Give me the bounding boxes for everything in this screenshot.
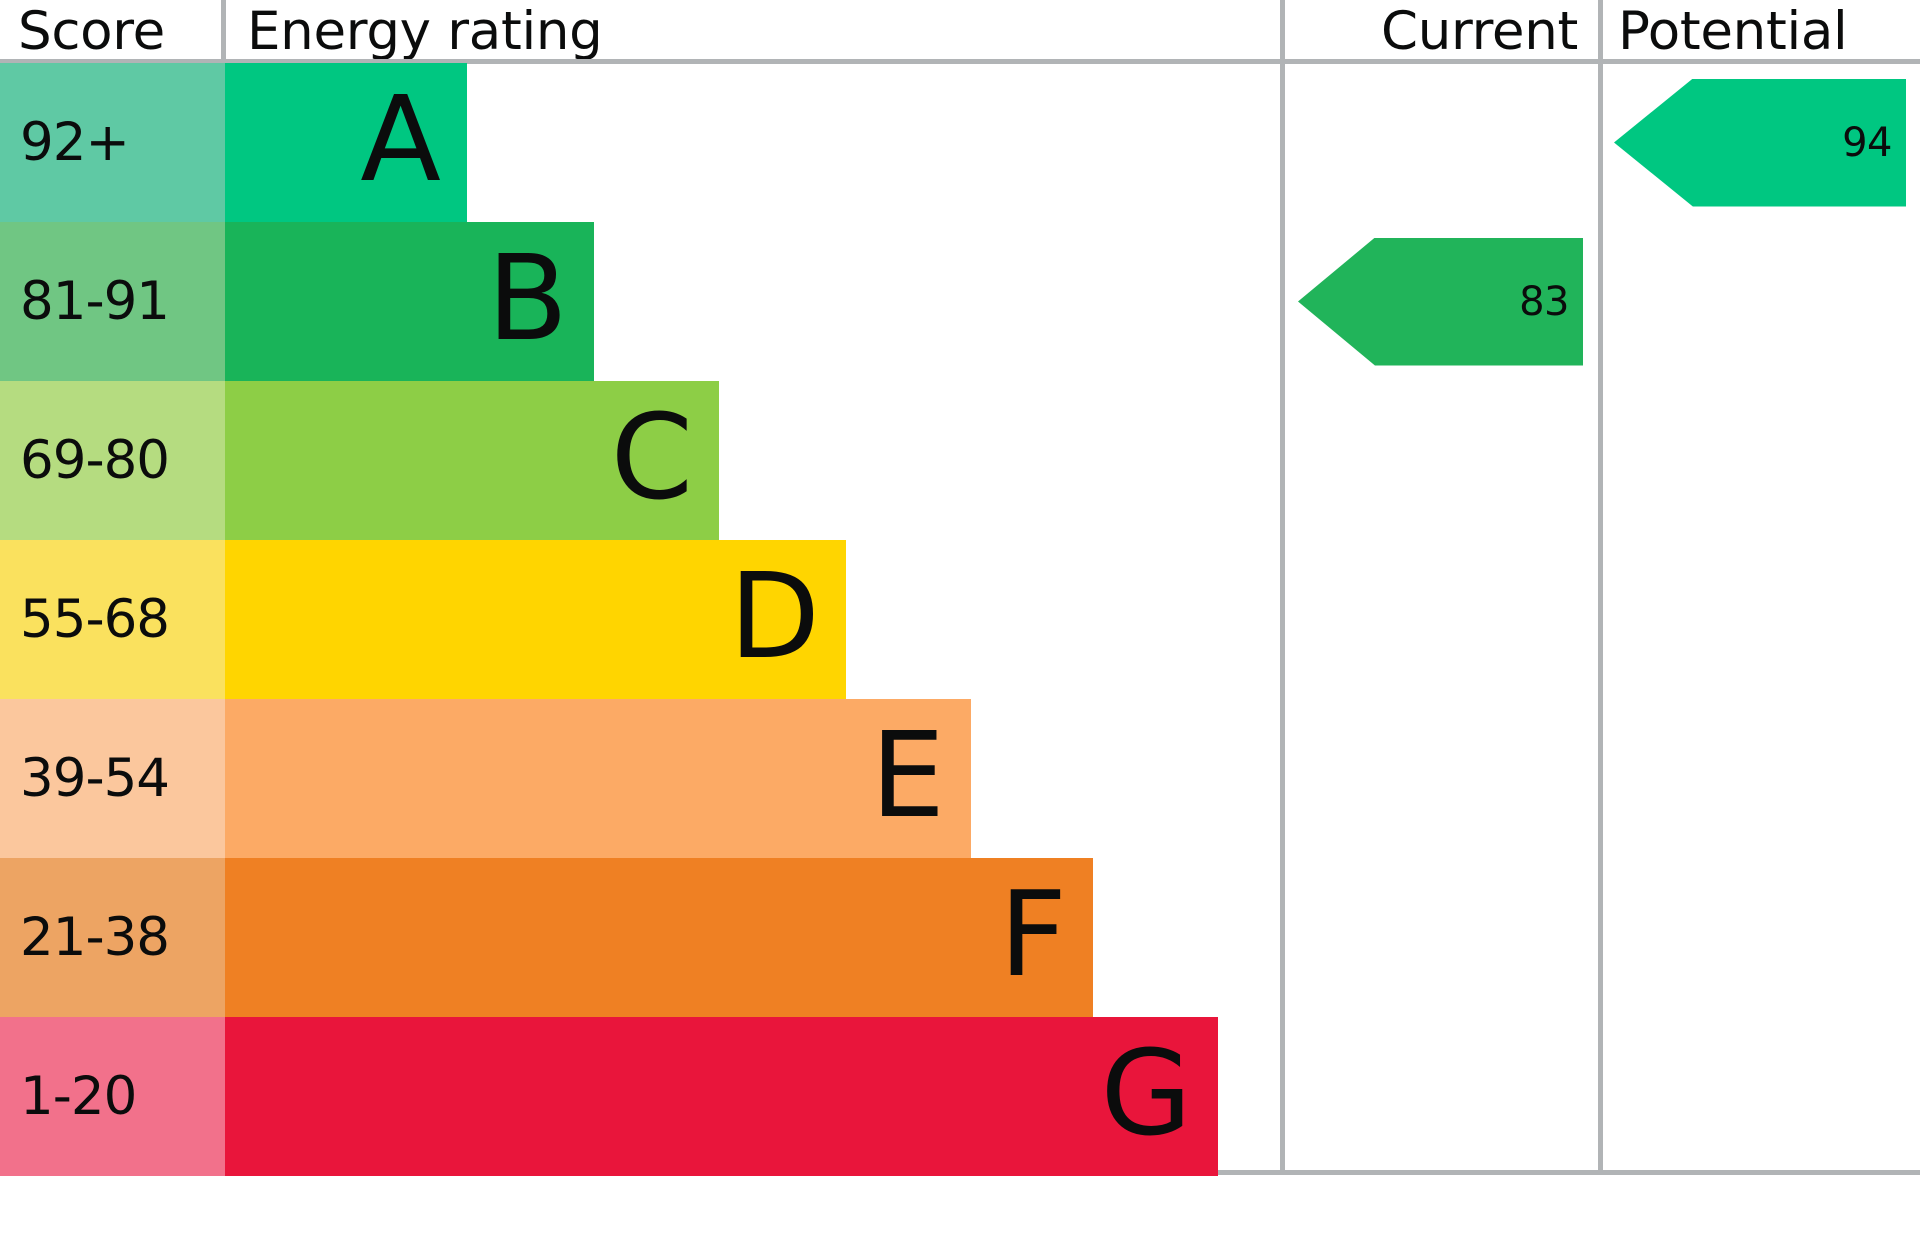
header-score: Score xyxy=(18,1,165,62)
score-range-f: 21-38 xyxy=(0,858,225,1017)
score-range-a: 92+ xyxy=(0,63,225,222)
band-row-g: 1-20 G xyxy=(0,1017,1920,1176)
band-row-c: 69-80 C xyxy=(0,381,1920,540)
score-range-d: 55-68 xyxy=(0,540,225,699)
band-bar-d: D xyxy=(225,540,846,699)
band-bar-f: F xyxy=(225,858,1093,1017)
band-row-b: 81-91 B xyxy=(0,222,1920,381)
band-letter-g: G xyxy=(1100,1023,1192,1162)
score-range-g: 1-20 xyxy=(0,1017,225,1176)
band-bar-e: E xyxy=(225,699,971,858)
header-current: Current xyxy=(1381,1,1578,62)
current-rating-arrow-value: 83 xyxy=(1519,278,1569,325)
score-range-c: 69-80 xyxy=(0,381,225,540)
band-row-d: 55-68 D xyxy=(0,540,1920,699)
divider-current-potential xyxy=(1598,0,1603,1175)
band-bar-g: G xyxy=(225,1017,1218,1176)
header-energy-rating: Energy rating xyxy=(247,1,603,62)
band-row-a: 92+ A xyxy=(0,63,1920,222)
band-letter-a: A xyxy=(360,69,441,208)
potential-rating-arrow-value: 94 xyxy=(1842,119,1892,166)
score-range-e: 39-54 xyxy=(0,699,225,858)
band-letter-d: D xyxy=(729,546,820,685)
band-letter-e: E xyxy=(870,705,945,844)
band-bar-c: C xyxy=(225,381,719,540)
score-range-b: 81-91 xyxy=(0,222,225,381)
band-row-f: 21-38 F xyxy=(0,858,1920,1017)
band-letter-b: B xyxy=(487,228,568,367)
band-bar-b: B xyxy=(225,222,594,381)
divider-score-rating xyxy=(221,0,226,63)
band-letter-c: C xyxy=(610,387,693,526)
band-letter-f: F xyxy=(999,864,1067,1003)
band-row-e: 39-54 E xyxy=(0,699,1920,858)
chart-header-row: Score Energy rating Current Potential xyxy=(0,0,1920,63)
divider-rating-current xyxy=(1280,0,1285,1175)
band-bar-a: A xyxy=(225,63,467,222)
header-divider-line xyxy=(0,59,1920,64)
header-potential: Potential xyxy=(1618,1,1848,62)
